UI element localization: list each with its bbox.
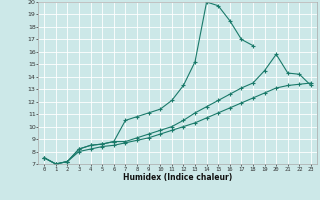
X-axis label: Humidex (Indice chaleur): Humidex (Indice chaleur) [123, 173, 232, 182]
